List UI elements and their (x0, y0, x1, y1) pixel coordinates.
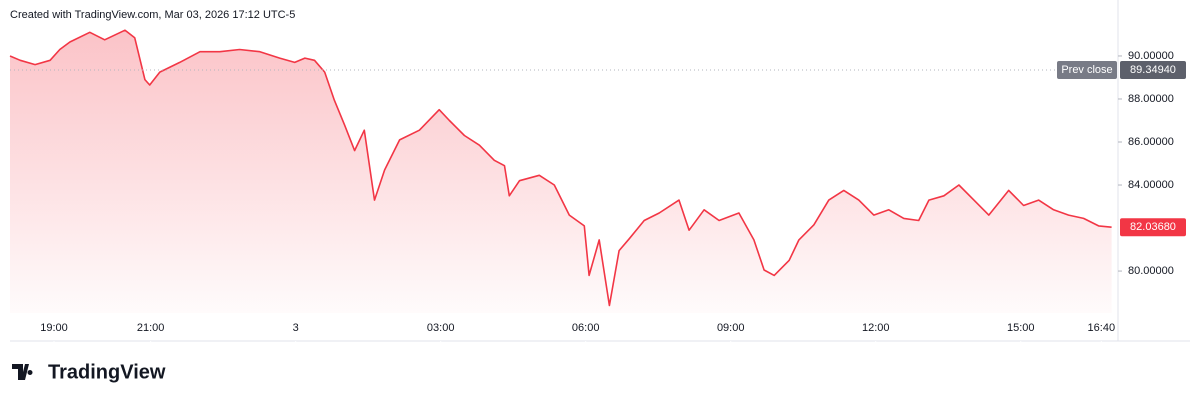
x-tick-label: 15:00 (1007, 322, 1035, 334)
prev-close-name: Prev close (1061, 64, 1112, 76)
y-tick-label: 84.00000 (1128, 179, 1174, 191)
logo: TradingView (12, 361, 166, 383)
header: Created with TradingView.com, Mar 03, 20… (10, 9, 295, 21)
x-tick-label: 12:00 (862, 322, 890, 334)
brand: TradingView (48, 361, 166, 383)
x-tick-label: 19:00 (40, 322, 68, 334)
x-tick-label: 09:00 (717, 322, 745, 334)
prev-close-badge (1120, 60, 1186, 79)
last-price-label: 82.03680 (1130, 221, 1176, 233)
y-tick-label: 88.00000 (1128, 93, 1174, 105)
area (10, 30, 1112, 313)
line (9, 29, 1112, 307)
x-tick-label: 06:00 (572, 322, 600, 334)
y-tick-label: 90.00000 (1128, 50, 1174, 62)
last-price-badge (1120, 218, 1186, 237)
prev-close-label: 89.34940 (1130, 64, 1176, 76)
y-tick-label: 80.00000 (1128, 265, 1174, 277)
y-tick-label: 86.00000 (1128, 136, 1174, 148)
x-tick-label: 21:00 (137, 322, 165, 334)
x-tick-label: 16:40 (1088, 322, 1116, 334)
x-tick-label: 3 (293, 322, 299, 334)
x-tick-label: 03:00 (427, 322, 455, 334)
prev-close-tag (1057, 60, 1117, 79)
